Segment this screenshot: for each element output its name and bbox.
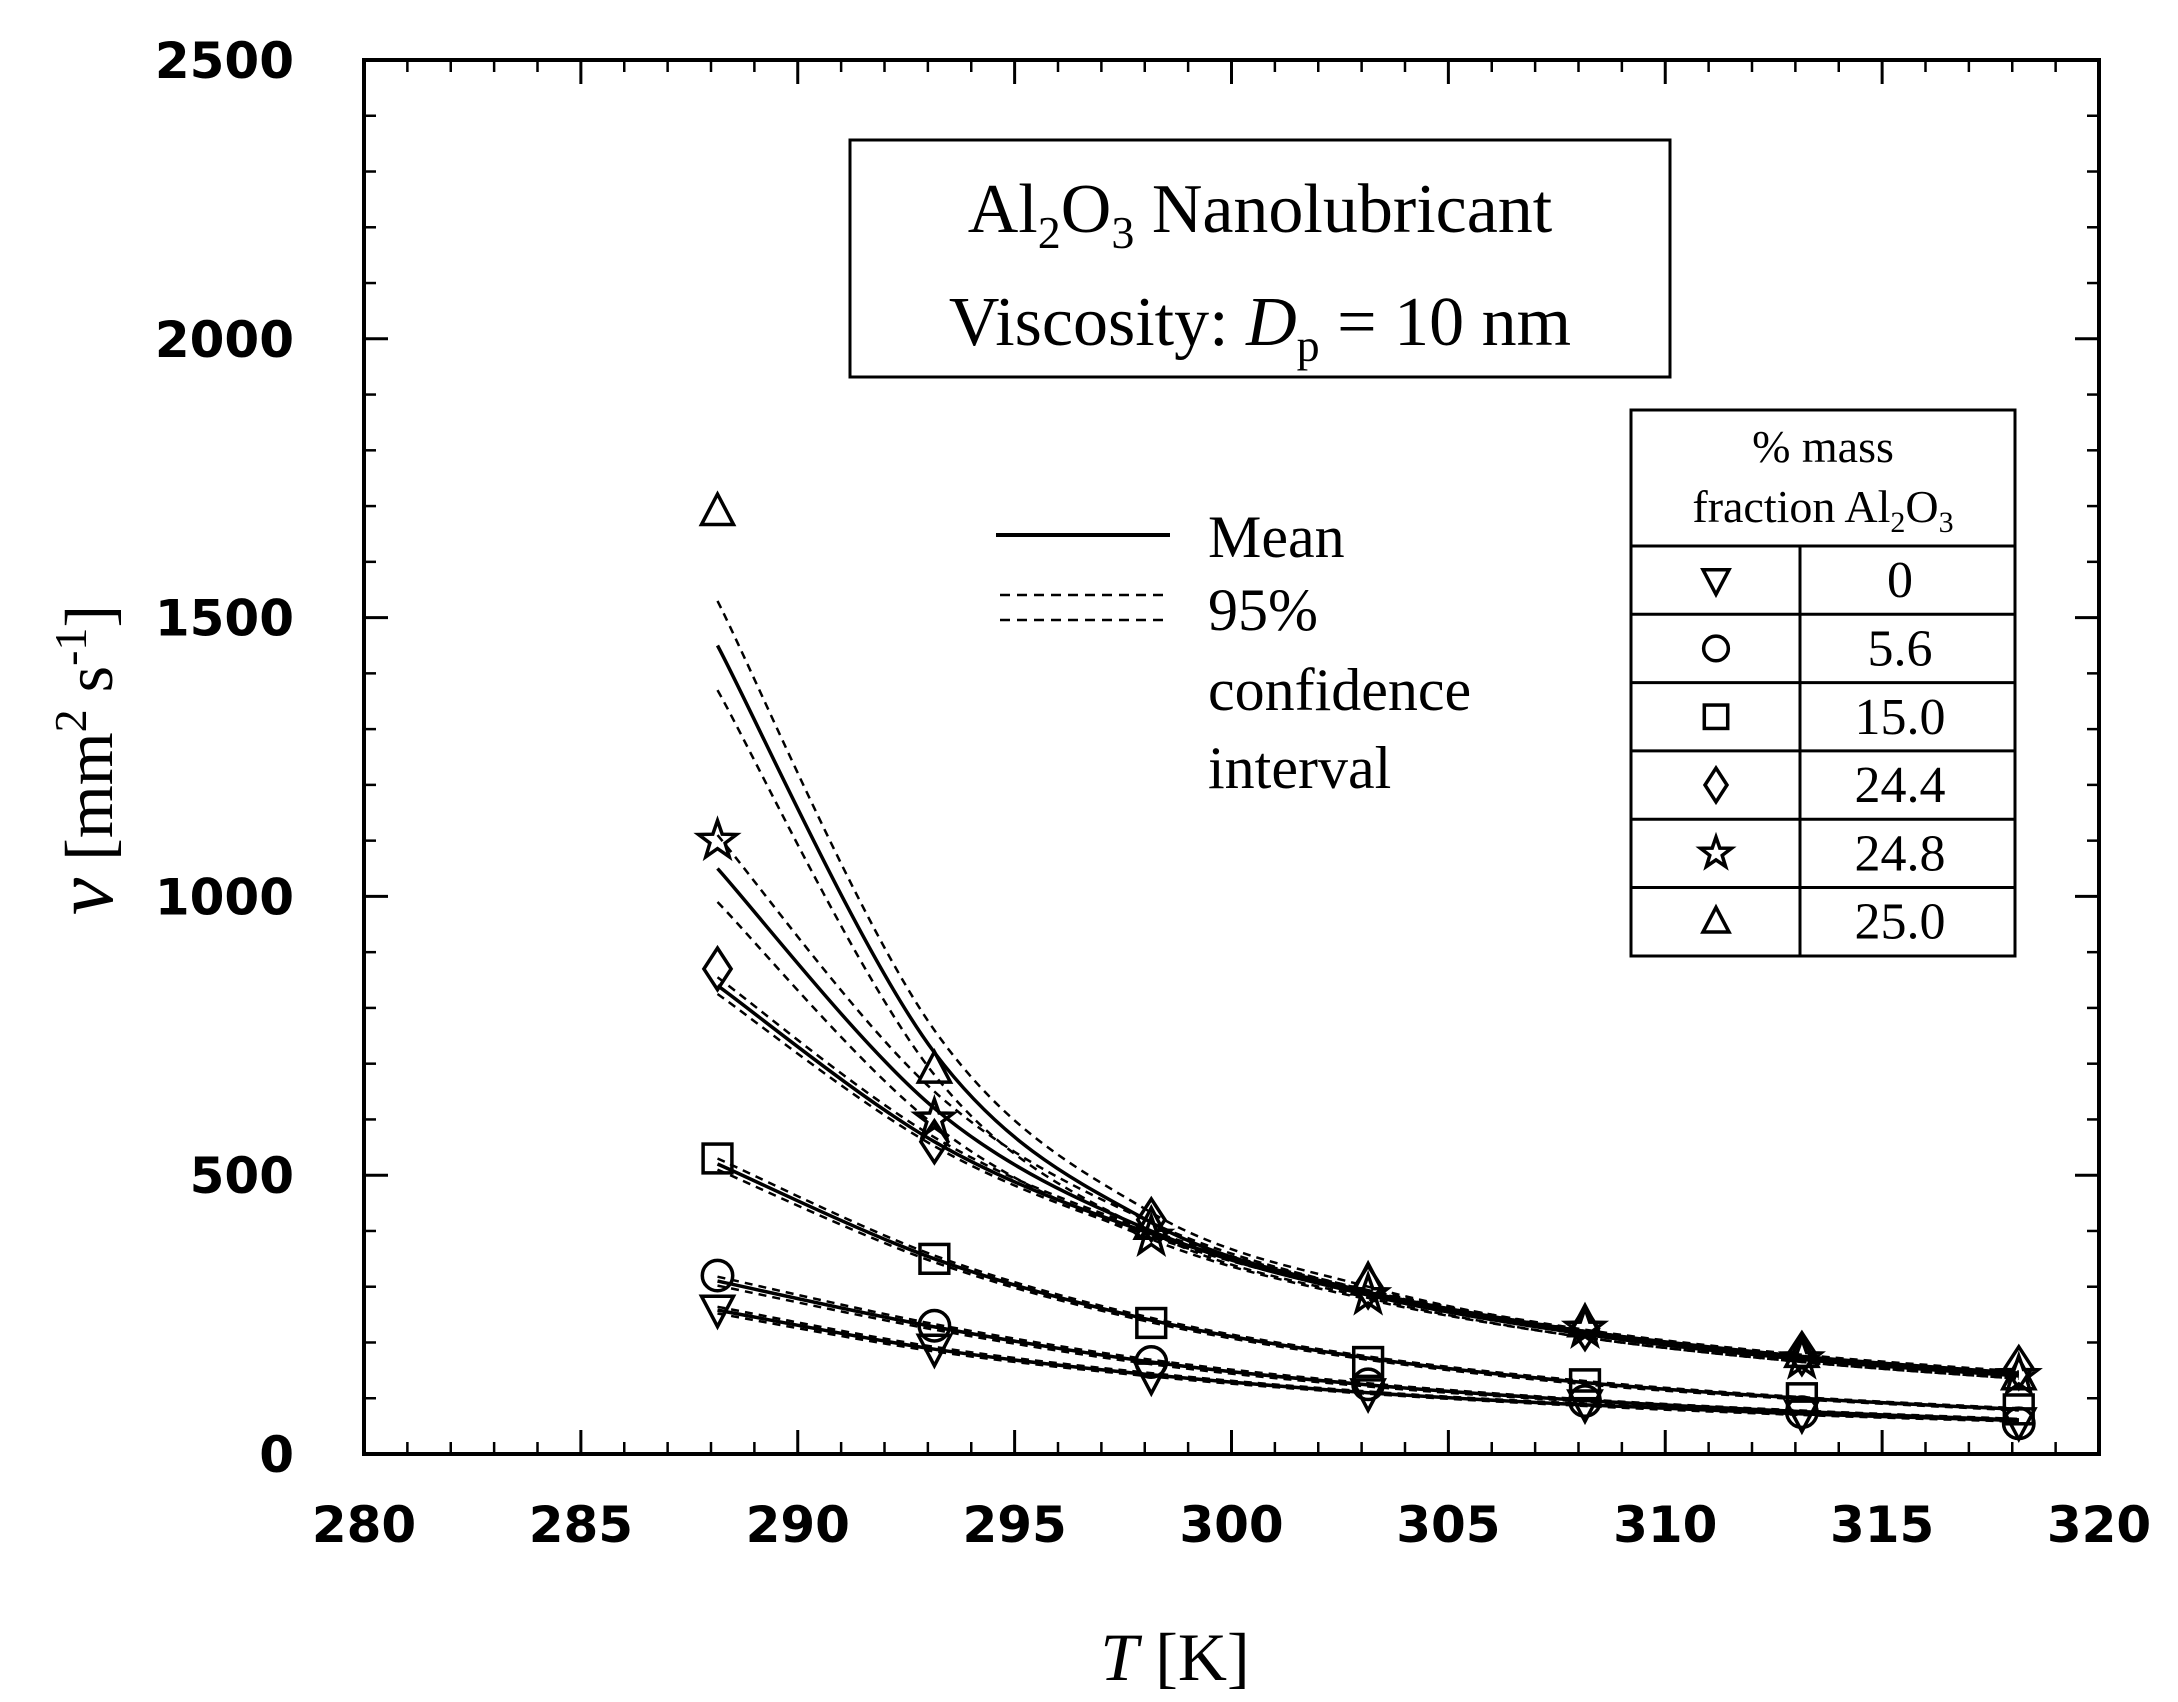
data-point-24.8 [1127,1211,1176,1258]
y-tick-label: 2500 [155,32,294,90]
data-point-5.6 [1134,1345,1169,1379]
data-point-0 [698,1294,737,1331]
data-point-15.0 [1135,1306,1168,1340]
legend-value-25.0: 25.0 [1855,894,1946,951]
data-point-5.6 [1351,1367,1386,1402]
x-tick-label: 285 [529,1496,633,1554]
legend-value-24.8: 24.8 [1855,825,1946,882]
y-tick-label: 1000 [155,868,294,926]
data-point-25.0 [1132,1204,1171,1240]
x-tick-label: 295 [962,1496,1066,1554]
legend-marker-5.6 [1701,634,1731,663]
legend-marker-24.4 [1702,764,1730,806]
x-tick-label: 290 [746,1496,850,1554]
data-point-15.0 [701,1142,734,1175]
ci-upper-curve-25.0 [716,600,2019,1375]
y-tick-label: 500 [190,1147,294,1205]
data-point-0 [1132,1361,1171,1398]
marker-legend-table: % mass fraction Al2O3 0 5.6 15.0 24.4 24.8 25… [1629,408,2017,958]
legend-marker-15.0 [1702,703,1730,731]
legend-mean-label: Mean [1208,504,1345,570]
y-tick-label: 2000 [155,311,294,369]
data-markers [693,490,2043,1444]
title-line-1: Al2O3 Nanolubricant [968,171,1553,258]
data-point-5.6 [700,1258,735,1293]
x-axis-title: T [K] [1100,1619,1249,1695]
data-point-5.6 [1568,1384,1602,1418]
data-point-0 [915,1333,954,1370]
data-point-24.8 [693,815,742,862]
legend-value-15.0: 15.0 [1855,689,1946,746]
data-point-0 [1349,1378,1387,1415]
title-box: Al2O3 Nanolubricant Viscosity: Dp = 10 n… [848,138,1672,379]
legend-value-24.4: 24.4 [1855,757,1946,814]
data-point-15.0 [918,1242,951,1275]
ci-lower-curve-24.4 [716,992,2019,1377]
title-line-2: Viscosity: Dp = 10 nm [949,284,1571,371]
data-point-25.0 [1999,1354,2038,1391]
data-point-24.8 [1994,1350,2043,1397]
data-point-25.0 [1349,1259,1387,1296]
x-tick-label: 320 [2047,1496,2151,1554]
legend-marker-0 [1700,568,1732,599]
ci-lower-curve-25.0 [716,689,2019,1380]
y-tick-label: 1500 [155,590,294,648]
legend-value-0: 0 [1887,552,1913,609]
x-tick-label: 305 [1396,1496,1500,1554]
data-point-24.4 [1786,1329,1818,1378]
mean-curve-24.4 [716,984,2019,1375]
data-point-24.4 [701,944,734,993]
x-tick-label: 300 [1179,1496,1283,1554]
y-tick-label: 0 [259,1426,294,1484]
data-point-15.0 [1785,1382,1819,1415]
data-point-25.0 [1783,1332,1821,1369]
marker-legend-header-2: fraction Al2O3 [1692,481,1953,539]
legend-marker-25.0 [1700,903,1732,934]
y-axis-title: ν [mm2 s-1] [38,605,131,915]
data-point-15.0 [1568,1368,1602,1401]
legend-ci-label-3: interval [1208,735,1391,801]
data-point-24.4 [1135,1195,1167,1244]
x-tick-label: 310 [1613,1496,1717,1554]
legend-value-5.6: 5.6 [1868,620,1933,677]
data-point-24.8 [1560,1303,1610,1350]
x-tick-label: 280 [312,1496,416,1554]
legend-ci-label-1: 95% [1208,577,1318,643]
axis-ticks: 280 285 290 295 300 305 310 315 320 0 500 1000 1500 2… [155,32,2151,1554]
line-legend: Mean 95% confidence interval [996,504,1471,801]
legend-marker-24.8 [1695,831,1737,871]
data-point-25.0 [915,1047,954,1084]
data-point-0 [1783,1399,1821,1436]
data-point-24.8 [910,1094,959,1140]
legend-ci-label-2: confidence [1208,657,1471,723]
ci-upper-curve-24.4 [716,976,2019,1373]
data-point-0 [1566,1389,1604,1426]
marker-legend-header-1: % mass [1752,421,1894,472]
data-point-25.0 [698,490,737,527]
data-point-15.0 [2002,1393,2035,1426]
data-point-5.6 [917,1308,952,1343]
data-point-15.0 [1351,1345,1385,1379]
x-tick-label: 315 [1830,1496,1934,1554]
data-point-25.0 [1566,1301,1604,1338]
marker-legend-rows: 0 5.6 15.0 24.4 24.8 25.0 [1631,552,2015,951]
